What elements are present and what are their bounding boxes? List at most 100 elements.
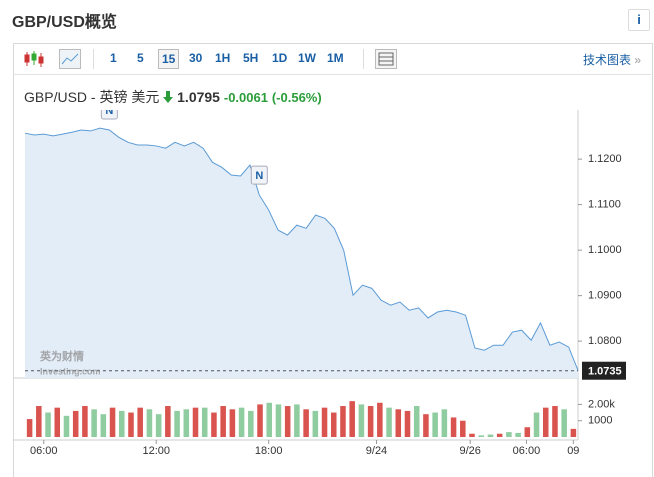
x-tick-label: 06:00 <box>30 445 58 457</box>
volume-bar <box>63 415 70 437</box>
volume-bar <box>229 409 236 437</box>
volume-bar <box>119 410 125 437</box>
volume-bar <box>432 412 438 437</box>
news-label: N <box>105 110 113 117</box>
y-tick-label: 2.00k <box>588 398 615 410</box>
volume-bar <box>91 409 97 437</box>
last-price-box <box>582 361 626 380</box>
toolbar: 1 5 15 30 1H 5H 1D 1W 1M <box>13 44 651 75</box>
volume-bar <box>100 414 107 437</box>
volume-bar <box>358 404 365 437</box>
price: 1.0795 <box>177 89 220 105</box>
volume-bar <box>201 407 208 437</box>
volume-bar <box>367 406 374 437</box>
volume-bar <box>266 402 273 437</box>
y-tick-label: 1.0900 <box>588 290 622 302</box>
watermark-en: Investing.com <box>40 366 101 376</box>
volume-bar <box>45 412 51 437</box>
volume-bar <box>349 401 355 437</box>
link-text[interactable]: 技术图表 <box>583 53 632 67</box>
y-tick-label: 1000 <box>588 415 612 427</box>
volume-bar <box>137 407 143 437</box>
timeframe-button[interactable]: 1H <box>215 51 231 65</box>
volume-bar <box>174 410 180 437</box>
volume-bar <box>460 420 466 437</box>
x-tick-label: 18:00 <box>255 445 283 457</box>
quote: GBP/USD - 英镑 美元 1.0795 -0.0061 (-0.56%) <box>24 87 322 107</box>
timeframe-button[interactable]: 1M <box>327 51 344 65</box>
volume-bar <box>506 432 512 437</box>
candle-icon[interactable] <box>23 50 45 68</box>
x-tick-label: 09 <box>567 445 579 457</box>
volume-bar <box>515 432 521 437</box>
timeframe-button[interactable]: 5 <box>137 51 144 65</box>
chart-frame <box>13 43 653 477</box>
volume-bar <box>496 433 503 437</box>
volume-bar <box>423 414 429 437</box>
volume-bar <box>570 428 577 437</box>
x-tick-label: 9/24 <box>366 445 387 457</box>
y-tick-label: 1.1200 <box>588 153 622 165</box>
separator <box>363 49 364 69</box>
volume-bar <box>82 406 88 437</box>
volume-bar <box>220 406 226 437</box>
news-marker <box>250 165 268 185</box>
volume-bar <box>321 407 328 437</box>
volume-bar <box>109 407 116 437</box>
volume-bar <box>542 407 549 437</box>
volume-bar <box>275 404 282 437</box>
last-price-label: 1.0735 <box>588 366 622 378</box>
volume-bar <box>450 417 457 437</box>
volume-bar <box>552 406 558 437</box>
volume-bar <box>386 407 392 437</box>
news-label: N <box>255 170 263 182</box>
volume-bar <box>469 433 475 437</box>
volume-bar <box>128 412 134 437</box>
volume-bar <box>377 402 383 437</box>
volume-bar <box>561 409 567 437</box>
down-arrow <box>163 91 174 103</box>
volume-bar <box>165 406 171 437</box>
change-pct: (-0.56%) <box>271 90 322 105</box>
table-icon[interactable] <box>375 49 397 69</box>
timeframe-button[interactable]: 5H <box>243 51 259 65</box>
volume-bar <box>248 410 254 437</box>
volume-bar <box>330 412 337 437</box>
y-tick-label: 1.1100 <box>588 199 621 211</box>
volume-bar <box>72 410 79 437</box>
volume-bar <box>395 409 402 437</box>
volume-bar <box>238 407 245 437</box>
change: -0.0061 <box>223 90 268 105</box>
area <box>25 128 578 378</box>
timeframe-button[interactable]: 1 <box>110 51 117 65</box>
tech-chart-link[interactable]: 技术图表 » <box>583 51 641 68</box>
timeframe-button[interactable]: 1W <box>298 51 316 65</box>
volume-bar <box>54 407 61 437</box>
volume-bar <box>284 406 291 437</box>
timeframe-button[interactable]: 30 <box>189 51 203 65</box>
volume-bar <box>404 410 411 437</box>
price-line <box>24 127 579 371</box>
volume-bar <box>257 404 263 437</box>
volume-bar <box>36 406 42 437</box>
line-icon[interactable] <box>59 49 81 69</box>
chart: 1.0800 1.0900 1.1000 1.1100 1.1200 06:00 12:00… <box>13 110 626 457</box>
timeframe-button[interactable]: 1D <box>272 51 288 65</box>
volume-bar <box>155 414 162 437</box>
volume-bar <box>478 435 484 437</box>
separator <box>93 49 94 69</box>
volume-bar <box>441 409 448 437</box>
y-tick-label: 1.0800 <box>588 335 622 347</box>
link-arrow[interactable]: » <box>634 53 642 67</box>
volume-bar <box>294 404 300 437</box>
info-button[interactable]: i <box>628 9 650 31</box>
volume-bar <box>303 409 309 437</box>
volume-bar <box>183 409 190 437</box>
volume-bar <box>533 412 540 437</box>
x-tick-label: 06:00 <box>513 445 541 457</box>
timeframe-button[interactable]: 15 <box>158 49 180 69</box>
news-marker <box>100 110 118 120</box>
volume-bar <box>524 427 531 437</box>
x-tick-label: 12:00 <box>142 445 170 457</box>
